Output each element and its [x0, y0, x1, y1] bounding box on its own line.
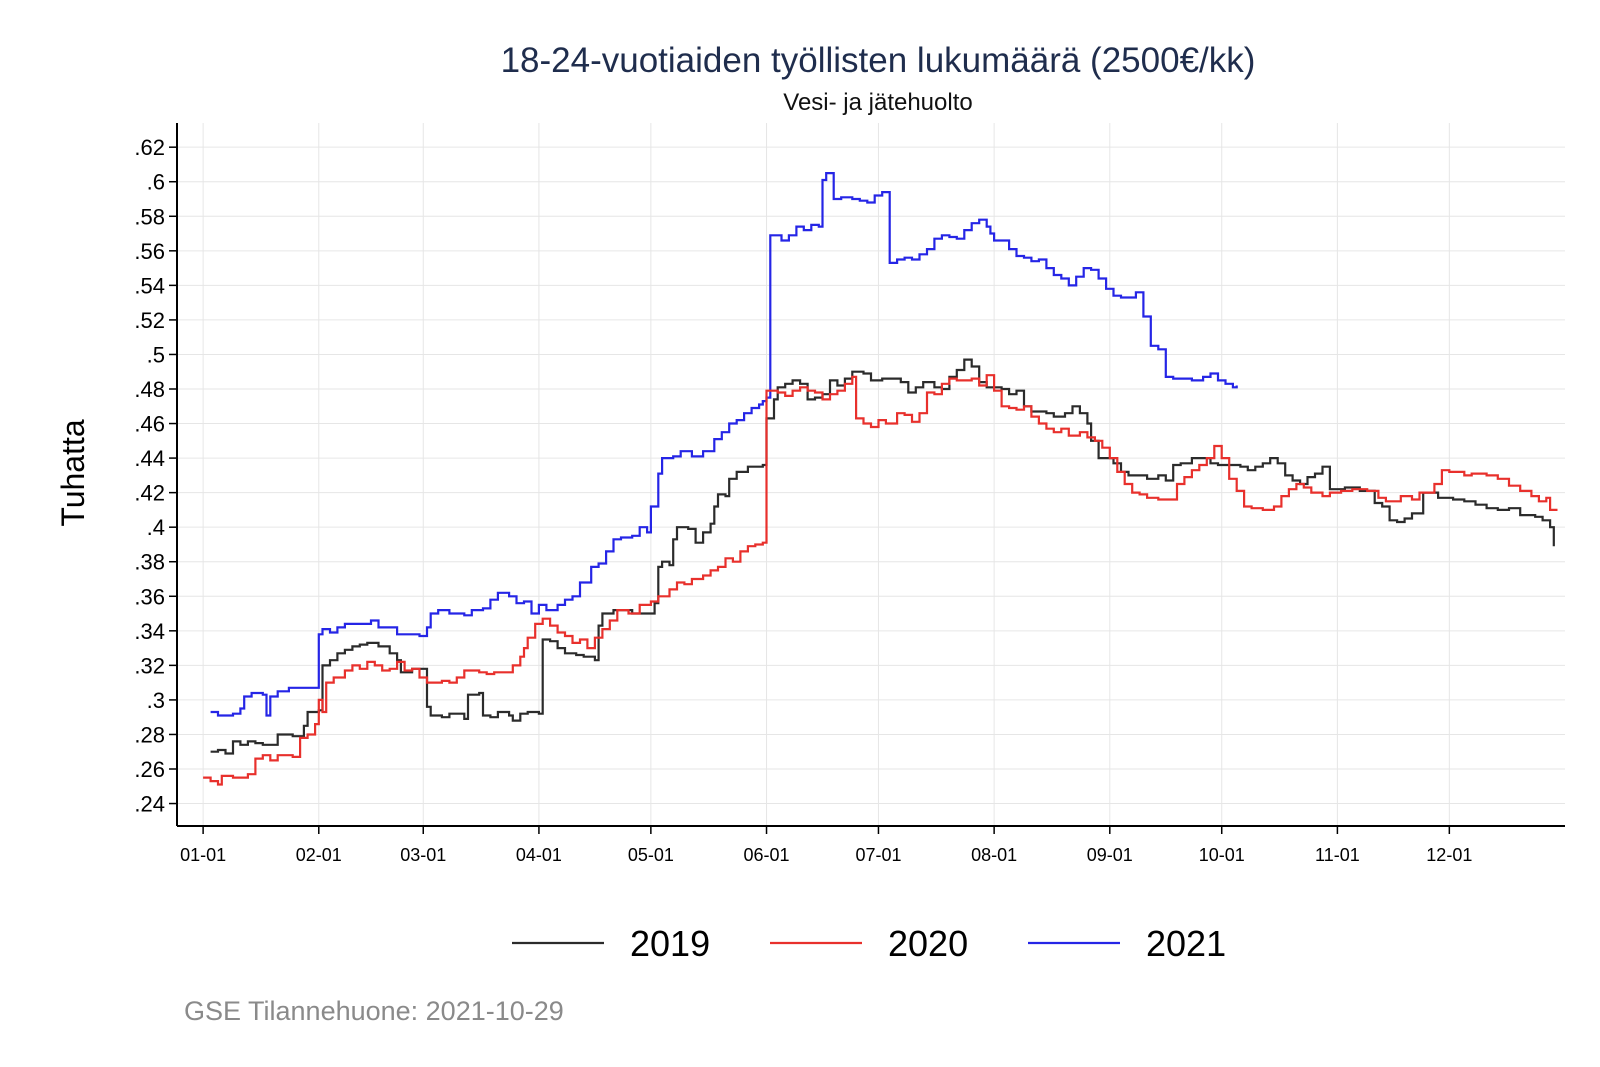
y-tick-label: .4	[147, 515, 165, 540]
x-tick-label: 06-01	[744, 845, 790, 865]
y-tick-label: .44	[134, 446, 165, 471]
x-tick-label: 03-01	[400, 845, 446, 865]
x-tick-label: 02-01	[296, 845, 342, 865]
chart-title: 18-24-vuotiaiden työllisten lukumäärä (2…	[501, 41, 1256, 80]
legend-label-2021: 2021	[1146, 923, 1226, 964]
y-tick-label: .26	[134, 757, 165, 782]
y-axis-ticks: .24 .26 .28 .3 .32 .34 .36 .38 .4 .42 .44 .46 .48 .5.…	[134, 135, 177, 817]
y-tick-label: .52	[134, 308, 165, 333]
source-footer: GSE Tilannehuone: 2021-10-29	[184, 996, 564, 1026]
legend-label-2019: 2019	[630, 923, 710, 964]
x-axis-ticks: 01-01 02-01 03-01 04-01 05-01 06-01 07-01 08-01…	[180, 826, 1472, 865]
y-tick-label: .6	[147, 170, 165, 195]
x-tick-label: 07-01	[855, 845, 901, 865]
y-tick-label: .54	[134, 273, 165, 298]
x-tick-label: 11-01	[1315, 845, 1360, 865]
x-tick-label: 08-01	[971, 845, 1017, 865]
x-tick-label: 12-01	[1426, 845, 1472, 865]
y-tick-label: .42	[134, 481, 165, 506]
legend-label-2020: 2020	[888, 923, 968, 964]
axes	[176, 123, 1565, 827]
y-tick-label: .58	[134, 204, 165, 229]
y-tick-label: .46	[134, 412, 165, 437]
y-tick-label: .24	[134, 792, 165, 817]
x-tick-label: 01-01	[180, 845, 226, 865]
y-axis-label: Tuhatta	[55, 419, 91, 527]
y-tick-label: .62	[134, 135, 165, 160]
y-tick-label: .28	[134, 722, 165, 747]
y-tick-label: .5	[147, 342, 165, 367]
y-tick-label: .38	[134, 550, 165, 575]
y-tick-label: .36	[134, 584, 165, 609]
y-tick-label: .32	[134, 653, 165, 678]
y-tick-label: .56	[134, 239, 165, 264]
legend: 2019 2020 2021	[512, 923, 1226, 964]
gridlines	[177, 123, 1565, 826]
plot-series	[203, 172, 1558, 786]
x-tick-label: 05-01	[628, 845, 674, 865]
series-line-2021	[210, 172, 1238, 717]
y-tick-label: .48	[134, 377, 165, 402]
series-line-2019	[210, 358, 1555, 755]
series-line-2020	[203, 374, 1558, 786]
x-tick-label: 04-01	[516, 845, 562, 865]
chart-subtitle: Vesi- ja jätehuolto	[783, 89, 972, 116]
y-tick-label: .3	[147, 688, 165, 713]
x-tick-label: 09-01	[1087, 845, 1133, 865]
x-tick-label: 10-01	[1199, 845, 1245, 865]
y-tick-label: .34	[134, 619, 165, 644]
